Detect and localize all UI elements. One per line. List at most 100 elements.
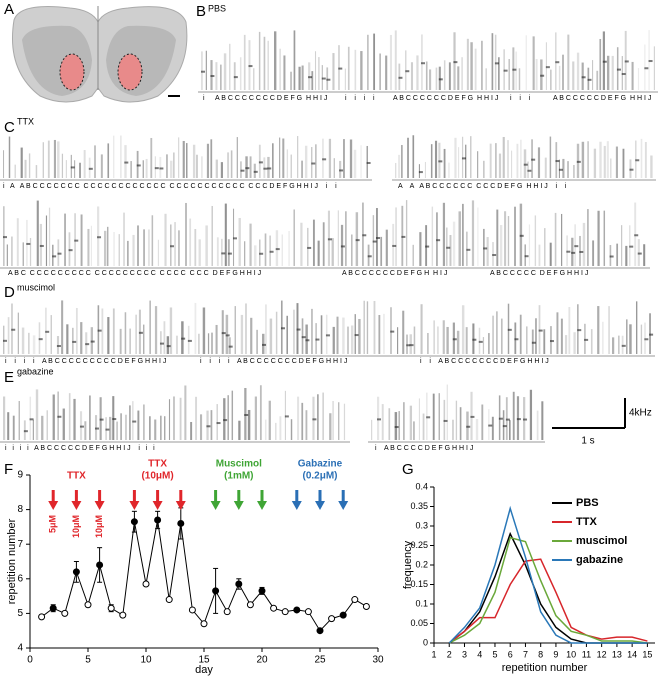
spectrogram-stroke xyxy=(103,230,107,266)
y-tick-label: 0.25 xyxy=(410,540,428,550)
x-tick-label: 5 xyxy=(85,655,91,666)
spectrogram-stroke xyxy=(210,410,213,440)
spectrogram-stroke xyxy=(443,148,446,178)
panel-letter: G xyxy=(402,461,414,478)
spectrogram-stroke xyxy=(644,141,647,178)
x-tick-label: 0 xyxy=(27,655,33,666)
spectrogram-stroke xyxy=(388,408,391,440)
spectrogram-stroke xyxy=(300,222,303,266)
spectrogram-stroke xyxy=(366,301,369,354)
spectrogram-note xyxy=(228,345,233,348)
spectrogram-stroke xyxy=(407,137,409,178)
spectrogram-stroke xyxy=(160,415,162,440)
spectrogram-stroke xyxy=(616,243,619,266)
spectrogram-stroke xyxy=(554,212,557,266)
spectrogram-stroke xyxy=(66,324,69,354)
arrow xyxy=(210,490,221,510)
spectrogram-stroke xyxy=(519,314,522,354)
spectrogram-stroke xyxy=(216,404,218,440)
spectrogram-note xyxy=(201,70,205,73)
spectrogram-stroke xyxy=(229,43,231,90)
spectrogram-stroke xyxy=(550,69,552,90)
dose-label: 5μM xyxy=(48,515,58,533)
legend-label: TTX xyxy=(576,516,597,528)
spectrogram-stroke xyxy=(293,209,295,266)
y-tick-label: 7 xyxy=(17,539,23,550)
spectrogram-stroke xyxy=(322,222,325,266)
spectrogram-stroke xyxy=(572,61,575,90)
spectrogram-stroke xyxy=(307,227,309,266)
spectrogram-stroke xyxy=(442,320,445,354)
spectrogram-stroke xyxy=(175,335,178,354)
spectrogram-stroke xyxy=(265,304,267,354)
spectrogram-note xyxy=(94,427,99,430)
spectrogram-stroke xyxy=(491,416,494,440)
data-point xyxy=(223,608,231,616)
spectrogram-stroke xyxy=(606,55,610,90)
spectrogram-stroke xyxy=(238,217,241,266)
spectrogram-stroke xyxy=(507,140,509,178)
spectrogram-stroke xyxy=(215,159,218,178)
spectrogram-note xyxy=(649,333,654,336)
spectrogram-stroke xyxy=(549,242,552,266)
spectrogram-note xyxy=(470,415,475,418)
spectrogram-stroke xyxy=(83,150,86,178)
spectrogram-stroke xyxy=(481,404,484,440)
spectrogram-stroke xyxy=(395,162,397,178)
spectrogram-stroke xyxy=(394,30,397,90)
spectrogram-stroke xyxy=(544,157,547,178)
spectrogram-stroke xyxy=(448,162,450,178)
spectrogram-stroke xyxy=(275,422,277,440)
spectrogram-stroke xyxy=(477,207,479,266)
spectrogram-note xyxy=(221,252,226,255)
panel-letter: B xyxy=(196,3,206,20)
spectrogram-stroke xyxy=(402,310,405,354)
spectrogram-note xyxy=(621,73,626,76)
spectrogram-note xyxy=(483,247,488,250)
spectrogram-stroke xyxy=(625,245,628,266)
spectrogram-stroke xyxy=(398,154,401,178)
spectrogram-note xyxy=(284,415,289,418)
spectrogram-note xyxy=(634,234,639,237)
spectrogram-stroke xyxy=(20,147,23,178)
spectrogram-stroke xyxy=(61,300,64,354)
spectrogram-stroke xyxy=(290,419,293,440)
spectrogram-stroke xyxy=(650,155,653,178)
x-tick-label: 2 xyxy=(447,649,452,659)
spectrogram-stroke xyxy=(215,62,218,90)
data-point xyxy=(351,596,359,604)
spectrogram-note xyxy=(154,167,159,170)
spectrogram-note xyxy=(240,169,245,172)
x-axis-label: day xyxy=(195,664,213,676)
spectrogram-stroke xyxy=(371,419,373,440)
spectrogram-stroke xyxy=(112,308,115,354)
spectrogram-note xyxy=(275,248,280,251)
spectrogram-stroke xyxy=(458,211,461,266)
spectrogram-stroke xyxy=(643,244,646,266)
spectrogram-note xyxy=(492,254,497,257)
spectrogram-stroke xyxy=(230,150,233,178)
spectrogram-note xyxy=(366,161,371,164)
spectrogram-stroke xyxy=(573,332,576,354)
spectrogram-note xyxy=(138,331,143,334)
spectrogram-stroke xyxy=(45,307,47,354)
spectrogram-stroke xyxy=(489,143,492,178)
spectrogram-stroke xyxy=(168,399,171,440)
spectrogram-stroke xyxy=(118,234,120,266)
spectrogram-note xyxy=(409,344,414,347)
x-tick-label: 15 xyxy=(642,649,652,659)
spectrogram-stroke xyxy=(333,158,335,178)
spectrogram-stroke xyxy=(347,46,350,90)
spectrogram-note xyxy=(624,60,629,63)
spectrogram-note xyxy=(406,344,411,347)
spectrogram-stroke xyxy=(498,57,500,90)
spectrogram-stroke xyxy=(264,233,267,266)
spectrogram-stroke xyxy=(305,410,308,440)
data-point xyxy=(328,615,336,623)
spectrogram-stroke xyxy=(462,203,464,266)
x-tick-label: 15 xyxy=(198,655,210,666)
annotation: TTX xyxy=(67,471,86,482)
spectrogram-stroke xyxy=(606,141,609,178)
spectrogram-stroke xyxy=(360,145,362,178)
spectrogram-note xyxy=(405,70,410,73)
